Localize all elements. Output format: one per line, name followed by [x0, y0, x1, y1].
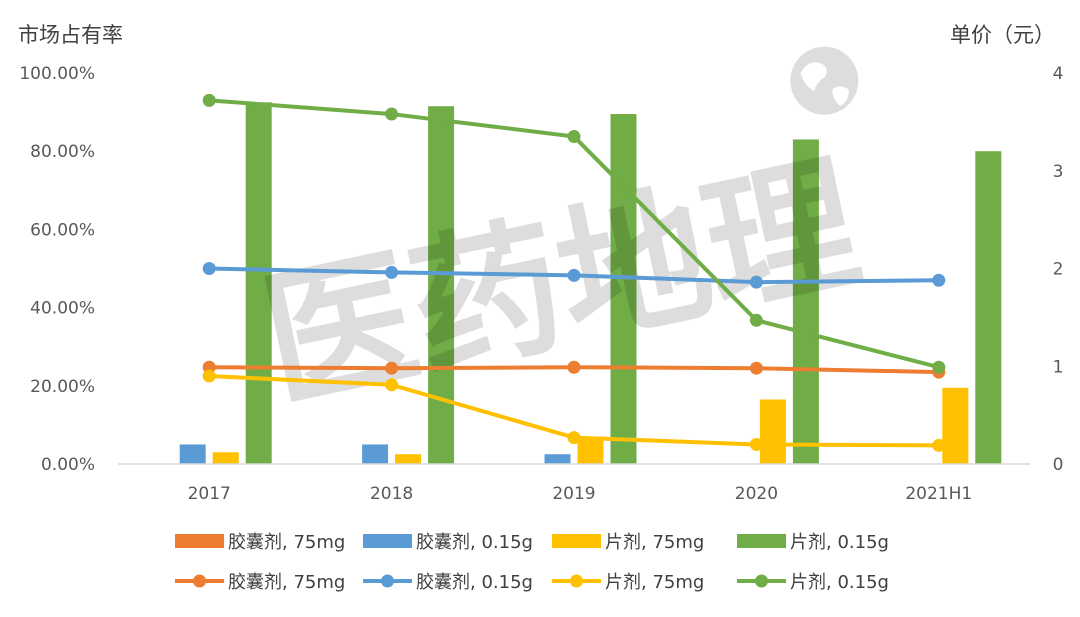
- line-point: [749, 275, 763, 289]
- line-point: [385, 107, 399, 121]
- bar: [544, 454, 571, 464]
- line-point: [749, 437, 763, 451]
- right-axis: 0 1 2 3 4: [1053, 64, 1064, 475]
- bar: [759, 399, 786, 464]
- bar: [792, 139, 819, 464]
- legend-line-marker: [193, 574, 206, 588]
- line-point: [567, 268, 581, 282]
- right-tick-label: 0: [1053, 455, 1064, 475]
- bar: [428, 106, 455, 465]
- left-tick-label: 60.00%: [30, 220, 95, 240]
- bar: [610, 114, 637, 465]
- right-tick-label: 4: [1053, 64, 1064, 84]
- line-point: [749, 361, 763, 375]
- x-tick-label: 2020: [735, 484, 778, 504]
- line-marks: [202, 93, 946, 452]
- x-tick-label: 2019: [552, 484, 595, 504]
- legend-line-label: 片剂, 75mg: [605, 572, 704, 593]
- bar: [212, 452, 239, 464]
- line-point: [749, 313, 763, 327]
- line-point: [202, 369, 216, 383]
- legend-line-marker: [570, 574, 583, 588]
- x-tick-label: 2018: [370, 484, 413, 504]
- bar: [245, 102, 272, 464]
- left-tick-label: 0.00%: [41, 455, 95, 475]
- line-point: [932, 438, 946, 452]
- left-tick-label: 20.00%: [30, 377, 95, 397]
- legend-bar-swatch: [175, 534, 224, 548]
- right-tick-label: 2: [1053, 260, 1064, 280]
- left-tick-label: 100.00%: [19, 64, 95, 84]
- line-point: [567, 360, 581, 374]
- legend-line-marker: [755, 574, 768, 588]
- bar: [975, 151, 1002, 464]
- bar: [395, 454, 422, 464]
- legend-bar-swatch: [737, 534, 786, 548]
- legend-bar-swatch: [363, 534, 412, 548]
- left-axis-title: 市场占有率: [18, 23, 123, 47]
- legend-line-marker: [381, 574, 394, 588]
- line-point: [385, 265, 399, 279]
- line-point: [567, 431, 581, 445]
- legend-bar-label: 胶囊剂, 0.15g: [416, 532, 533, 553]
- right-axis-title: 单价（元）: [950, 23, 1055, 47]
- legend-line-label: 胶囊剂, 0.15g: [416, 572, 533, 593]
- left-tick-label: 80.00%: [30, 142, 95, 162]
- legend-line-label: 胶囊剂, 75mg: [228, 572, 345, 593]
- bar: [179, 444, 206, 464]
- line-point: [385, 378, 399, 392]
- x-axis: 2017 2018 2019 2020 2021H1: [188, 484, 973, 504]
- right-tick-label: 1: [1053, 357, 1064, 377]
- line-point: [202, 262, 216, 275]
- legend-line-label: 片剂, 0.15g: [790, 572, 889, 593]
- line-point: [202, 93, 216, 107]
- line-point: [932, 360, 946, 374]
- legend-bar-label: 胶囊剂, 75mg: [228, 532, 345, 553]
- legend: 胶囊剂, 75mg 胶囊剂, 0.15g 片剂, 75mg 片剂, 0.15g 胶囊剂,…: [175, 532, 889, 593]
- bar: [362, 444, 389, 464]
- left-tick-label: 40.00%: [30, 299, 95, 319]
- legend-bar-swatch: [552, 534, 601, 548]
- bar-marks: [179, 102, 1002, 465]
- line-point: [567, 130, 581, 144]
- x-tick-label: 2017: [188, 484, 231, 504]
- line-point: [932, 273, 946, 287]
- right-tick-label: 3: [1053, 162, 1064, 182]
- legend-bar-label: 片剂, 0.15g: [790, 532, 889, 553]
- bar: [577, 436, 604, 464]
- line-point: [385, 361, 399, 375]
- legend-bar-label: 片剂, 75mg: [605, 532, 704, 553]
- globe-icon: [790, 46, 859, 115]
- x-tick-label: 2021H1: [905, 484, 972, 504]
- left-axis: 0.00% 20.00% 40.00% 60.00% 80.00% 100.00%: [19, 64, 95, 475]
- bar: [942, 387, 969, 464]
